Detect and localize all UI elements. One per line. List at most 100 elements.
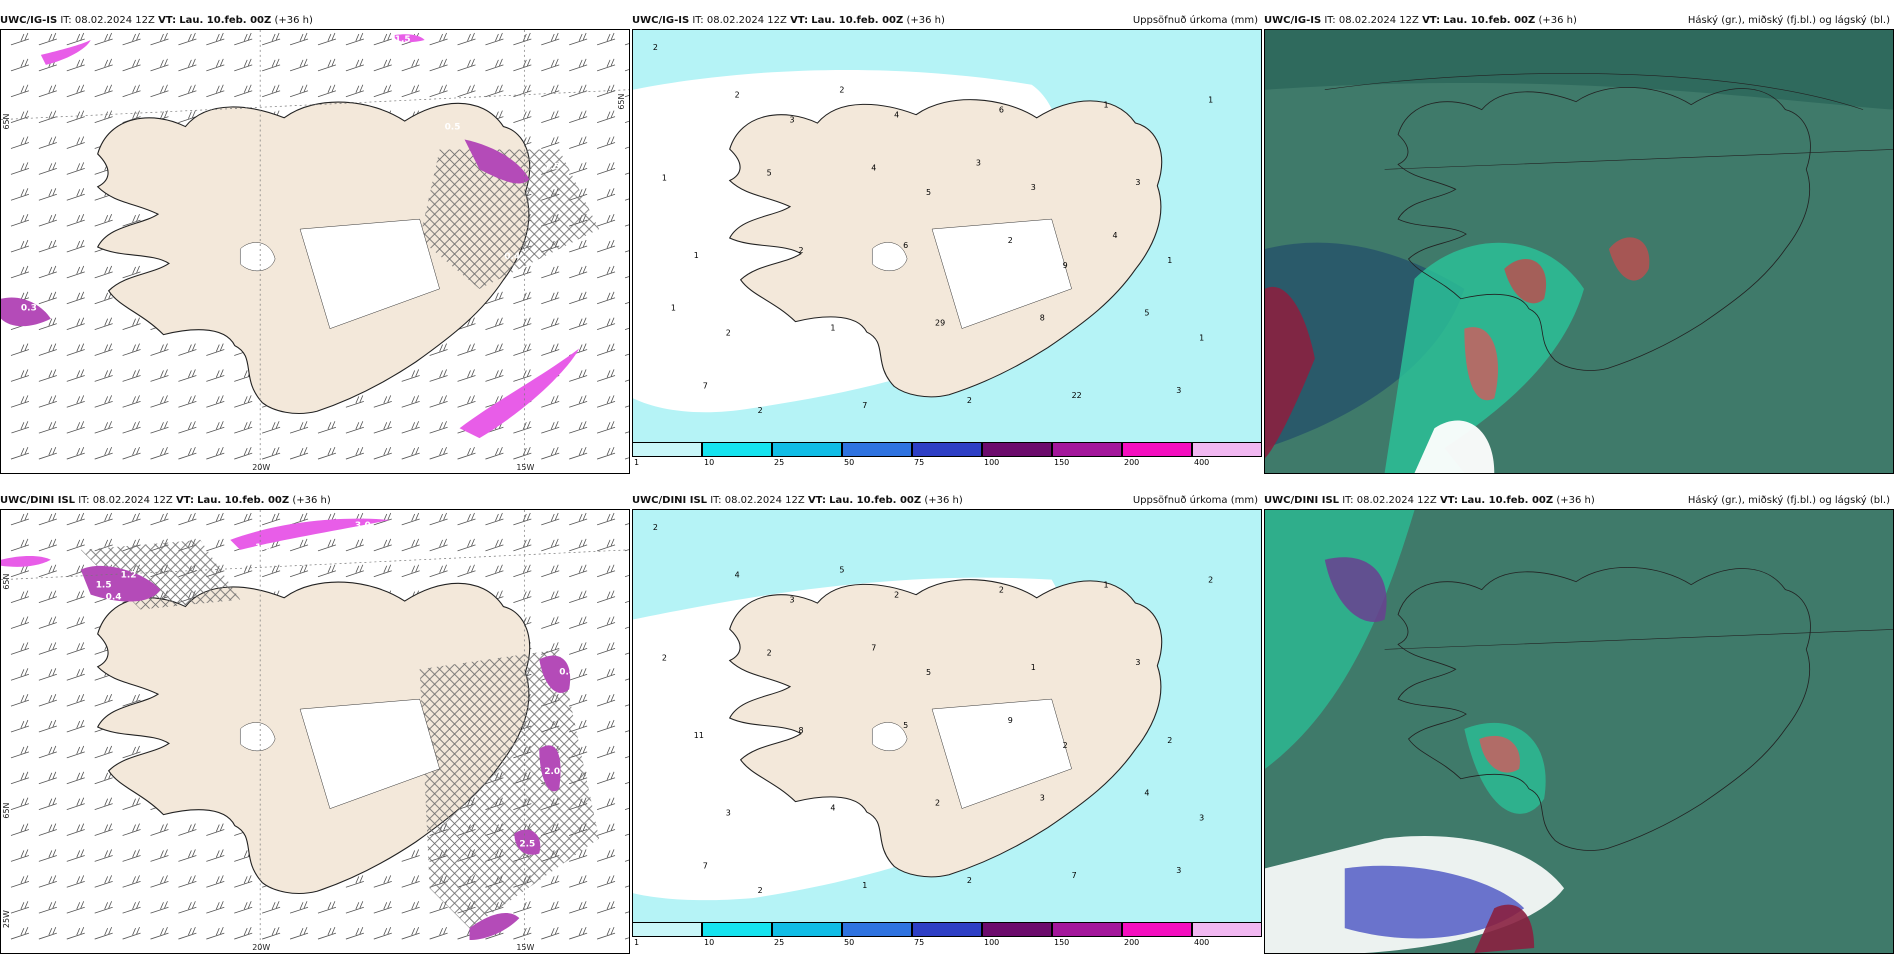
wind-barb (317, 58, 337, 72)
wind-barb (373, 538, 392, 552)
colorbar-label: 75 (914, 938, 925, 947)
wind-label: 0.4 (504, 252, 520, 262)
wind-barb (206, 58, 225, 72)
colorbar-segment (772, 442, 842, 457)
wind-map: 20W 15W 65N 65N 25W 1.0 3.0 1.5 0.4 1.2 … (0, 509, 630, 954)
wind-barb (541, 446, 560, 460)
wind-barb (178, 512, 197, 526)
colorbar-segment (1052, 442, 1122, 457)
wind-barb (624, 756, 629, 759)
precip-value: 3 (1199, 814, 1204, 823)
precip-value: 2 (1167, 736, 1172, 745)
wind-barb (569, 538, 588, 552)
wind-barb (596, 32, 616, 46)
wind-barb (150, 446, 169, 460)
precip-value: 2 (798, 246, 803, 255)
precip-value: 7 (862, 401, 867, 410)
wind-barb (513, 32, 532, 46)
wind-barb (596, 291, 616, 305)
wind-barb (429, 32, 448, 46)
wind-barb (317, 564, 337, 578)
wind-barb (624, 198, 629, 201)
wind-label: 1.2 (121, 571, 137, 581)
wind-barb (66, 239, 85, 253)
lat-label-65n: 65N (2, 113, 11, 129)
wind-barb (485, 369, 504, 382)
wind-barb (624, 276, 629, 279)
wind-barb (624, 431, 629, 434)
wind-barb (10, 421, 30, 434)
wind-barb (317, 421, 337, 434)
wind-barb (569, 395, 588, 408)
wind-barb (66, 926, 85, 940)
wind-barb (38, 771, 57, 785)
wind-barb (122, 84, 141, 98)
wind-barb (10, 188, 30, 201)
wind-barb (38, 538, 57, 552)
wind-barb (66, 343, 85, 356)
wind-barb (94, 317, 113, 331)
wind-barb (178, 926, 197, 940)
wind-barb (429, 343, 448, 356)
wind-barb (624, 549, 629, 552)
wind-barb (373, 32, 392, 46)
panel-header: UWC/DINI ISL IT: 08.02.2024 12Z VT: Lau.… (0, 495, 331, 506)
wind-barb (317, 926, 337, 940)
wind-barb (401, 369, 420, 382)
cloud-panel-row1: UWC/IG-IS IT: 08.02.2024 12Z VT: Lau. 10… (1264, 12, 1894, 474)
wind-barb (457, 564, 476, 578)
colorbar-segment (912, 442, 982, 457)
wind-barb (569, 421, 588, 434)
precip-value: 1 (1208, 96, 1213, 105)
wind-barb (624, 678, 629, 681)
wind-barb (345, 875, 364, 888)
wind-barb (596, 926, 616, 940)
cloud-panel-row2: UWC/DINI ISL IT: 08.02.2024 12Z VT: Lau.… (1264, 492, 1894, 954)
wind-barb (541, 32, 560, 46)
wind-barb (66, 214, 85, 227)
wind-barb (122, 369, 141, 382)
wind-barb (122, 421, 141, 434)
wind-barb (624, 626, 629, 629)
wind-barb (373, 395, 392, 408)
colorbar-segment (912, 922, 982, 937)
colorbar-segment (1192, 922, 1262, 937)
wind-barb (541, 901, 560, 914)
wind-barb (624, 302, 629, 305)
wind-barb (541, 564, 560, 578)
wind-barb (38, 642, 57, 655)
wind-barb (10, 343, 30, 356)
wind-barb (429, 512, 448, 526)
wind-barb (624, 859, 629, 862)
wind-barb (122, 512, 141, 526)
precip-value: 3 (1040, 794, 1045, 803)
wind-barb (596, 875, 616, 888)
wind-barb (66, 395, 85, 408)
wind-barb (234, 446, 253, 460)
wind-barb (373, 84, 392, 98)
wind-barb (38, 395, 57, 408)
wind-barb (10, 849, 30, 862)
wind-barb (624, 457, 629, 460)
wind-barb (624, 69, 629, 72)
colorbar-label: 1 (634, 458, 640, 467)
wind-barb (596, 395, 616, 408)
hatched-area (419, 149, 600, 289)
wind-barb (38, 745, 57, 759)
wind-barb (624, 911, 629, 914)
wind-barb (624, 574, 629, 578)
wind-barb (513, 265, 532, 279)
wind-barb (206, 901, 225, 914)
wind-barb (373, 926, 392, 940)
wind-barb (66, 901, 85, 914)
wind-barb (401, 58, 420, 72)
wind-barb (206, 421, 225, 434)
precip-value: 5 (839, 566, 844, 575)
wind-barb (122, 901, 141, 914)
wind-barb (38, 926, 57, 940)
colorbar-segment (842, 922, 912, 937)
wind-barb (513, 343, 532, 356)
wind-barb (94, 745, 113, 759)
wind-barb (178, 421, 197, 434)
